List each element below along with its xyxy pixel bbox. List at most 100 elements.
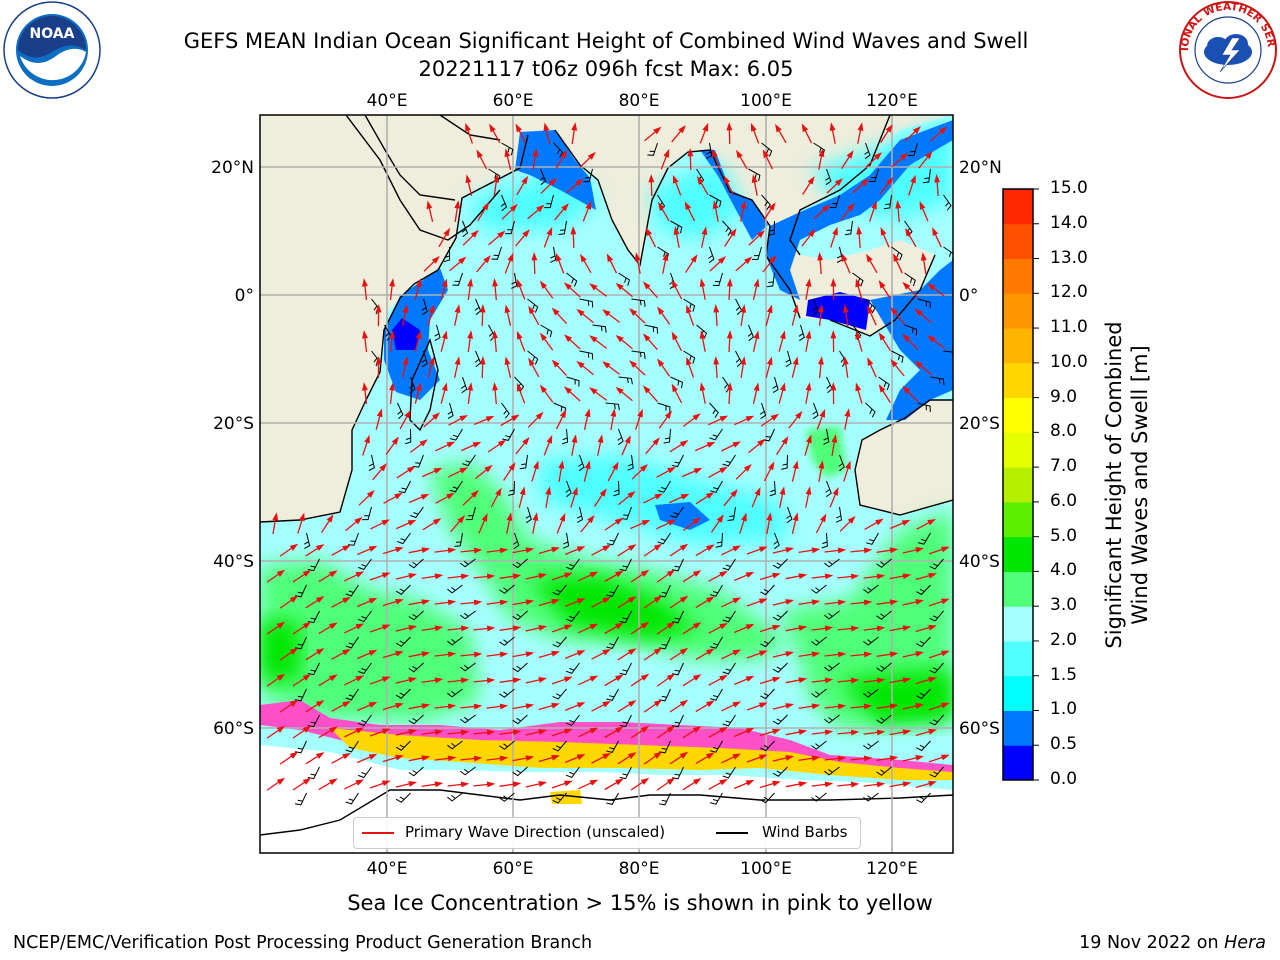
wind-barb xyxy=(769,480,776,497)
wave-arrow-head xyxy=(473,547,483,554)
wave-arrow-head xyxy=(811,547,821,554)
wave-arrow-head xyxy=(467,330,474,339)
wave-arrow-head xyxy=(889,651,899,658)
wave-arrow-head xyxy=(832,226,838,236)
wave-arrow-head xyxy=(915,703,925,709)
wave-arrow-head xyxy=(528,305,535,315)
wave-arrow-head xyxy=(551,359,560,368)
wave-arrow-head xyxy=(551,598,560,605)
wave-arrow-head xyxy=(940,598,950,605)
colorbar-segment xyxy=(1003,536,1033,572)
wave-arrow-head xyxy=(673,226,680,236)
wave-arrow-head xyxy=(679,543,689,551)
wave-arrow-head xyxy=(610,408,617,417)
wind-barb xyxy=(772,558,788,569)
wave-direction-legend-label: Primary Wave Direction (unscaled) xyxy=(405,823,666,841)
wind-barb xyxy=(761,142,773,157)
wave-arrow-head xyxy=(486,677,496,684)
wind-barb xyxy=(358,610,372,623)
wind-barb xyxy=(362,506,372,521)
wave-arrow-head xyxy=(507,252,514,262)
wind-barb xyxy=(761,194,771,210)
wave-arrow-head xyxy=(666,621,676,629)
wave-arrow-head xyxy=(479,356,486,365)
wave-arrow-head xyxy=(927,335,936,343)
wave-arrow-head xyxy=(876,781,886,788)
wave-arrow-head xyxy=(745,675,755,682)
wave-arrow-head xyxy=(818,356,824,365)
wave-arrow-head xyxy=(679,647,689,655)
colorbar-segment xyxy=(1003,675,1033,711)
wave-arrow-head xyxy=(629,360,638,368)
wave-arrow-head xyxy=(915,755,925,761)
wave-arrow-head xyxy=(653,751,663,759)
wave-arrow-head xyxy=(434,677,444,684)
wave-arrow-head xyxy=(484,464,493,473)
wind-barb xyxy=(929,662,944,674)
wind-barb xyxy=(722,662,736,675)
colorbar-tick-label: 2.0 xyxy=(1050,629,1078,650)
wave-arrow-head xyxy=(575,178,584,187)
wave-arrow-head xyxy=(705,596,715,604)
wave-arrow-head xyxy=(508,462,516,471)
wind-barb xyxy=(824,766,840,776)
wave-arrow-head xyxy=(811,755,821,762)
wave-arrow-head xyxy=(940,702,950,709)
wave-arrow-head xyxy=(328,778,338,786)
colorbar-segment xyxy=(1003,571,1033,607)
wave-arrow-head xyxy=(757,438,766,447)
colorbar-tick-label: 15.0 xyxy=(1050,178,1088,198)
wave-arrow-head xyxy=(355,571,365,578)
wave-arrow-head xyxy=(493,174,500,183)
colorbar-segment xyxy=(1003,710,1033,746)
wind-barb xyxy=(512,610,528,621)
wave-arrow-head xyxy=(701,226,708,236)
wave-arrow-head xyxy=(808,228,816,238)
wave-arrow-head xyxy=(551,307,560,316)
wave-arrow-head xyxy=(662,252,669,262)
wave-arrow-head xyxy=(525,651,535,658)
wind-barb xyxy=(864,142,871,160)
wave-arrow-head xyxy=(768,202,776,211)
wind-barb xyxy=(772,662,788,673)
wind-barb xyxy=(772,376,779,394)
wave-arrow-head xyxy=(785,547,795,553)
colorbar-segment xyxy=(1003,397,1033,433)
wave-arrow-head xyxy=(831,434,838,443)
wave-arrow-head xyxy=(276,673,286,681)
map-frame xyxy=(259,114,954,854)
wave-arrow-head xyxy=(927,518,936,526)
colorbar xyxy=(1003,188,1039,781)
wave-arrow-head xyxy=(535,411,544,420)
wave-arrow-head xyxy=(302,725,312,733)
wave-arrow-head xyxy=(406,466,416,473)
colorbar-segment xyxy=(1003,640,1033,677)
wave-arrow-head xyxy=(479,304,486,313)
wind-barb xyxy=(821,532,828,549)
wave-arrow-head xyxy=(667,519,677,526)
wind-barb xyxy=(358,766,372,779)
wave-arrow-head xyxy=(730,489,738,498)
wind-barb xyxy=(307,766,320,780)
wind-barb xyxy=(708,246,715,264)
wind-barb xyxy=(501,142,514,156)
wind-barb xyxy=(930,376,945,386)
wind-barb xyxy=(550,246,557,263)
wave-arrow-head xyxy=(563,676,573,683)
wave-arrow-head xyxy=(653,543,663,551)
wave-arrow-head xyxy=(589,283,598,291)
wave-arrow-head xyxy=(667,466,676,474)
right-lat-label: 20°S xyxy=(959,414,1000,434)
wind-barb xyxy=(558,220,567,235)
wave-arrow-head xyxy=(355,727,365,734)
wind-barb xyxy=(644,324,659,334)
wave-arrow-head xyxy=(719,570,728,578)
wave-arrow-head xyxy=(512,781,522,788)
wave-arrow-head xyxy=(525,703,535,710)
wave-arrow-head xyxy=(368,545,378,552)
wave-arrow-head xyxy=(830,330,837,339)
wave-arrow-head xyxy=(719,778,728,786)
wave-arrow-head xyxy=(640,673,650,681)
wind-barb xyxy=(760,792,775,804)
wave-arrow-head xyxy=(920,252,927,261)
